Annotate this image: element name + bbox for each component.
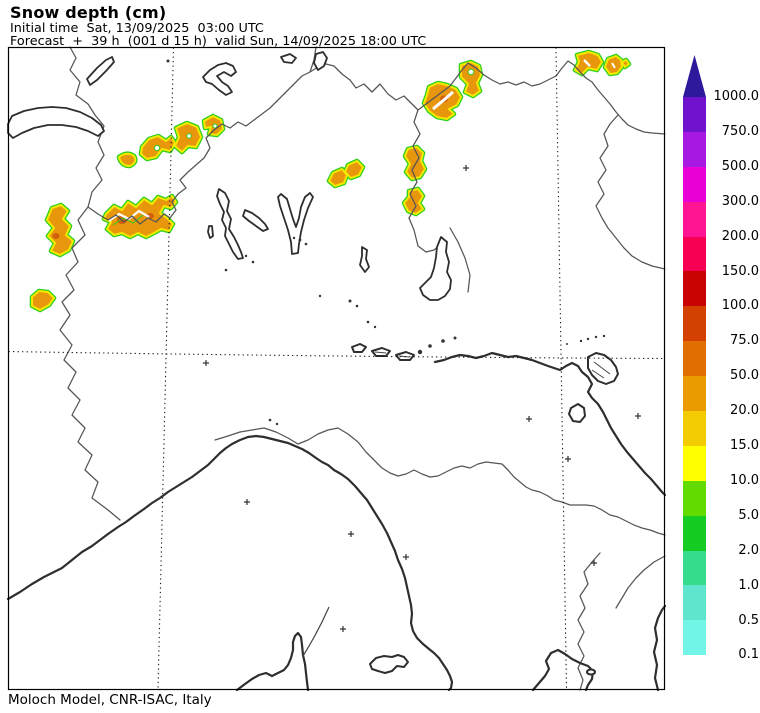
southeast-corner-coast (652, 604, 667, 692)
corsica-cap-corse (235, 631, 310, 692)
legend-band (683, 201, 706, 237)
minor-lake-dots (166, 59, 606, 426)
lake-maggiore (216, 188, 244, 260)
legend-label: 0.1 (738, 647, 759, 663)
coastlines (6, 351, 667, 692)
legend-label: 0.5 (738, 612, 759, 628)
border-tuscany-south (577, 552, 601, 691)
legend-label: 150.0 (721, 263, 759, 279)
peak-markers (203, 165, 641, 632)
forecast-valid-line: Forecast + 39 h (001 d 15 h) valid Sun, … (10, 34, 427, 49)
legend-band (683, 550, 706, 586)
snow-depth-legend: 1000.0 750.0 500.0 300.0 200.0 150.0 100.0 75.0… (683, 55, 760, 665)
country-borders (59, 46, 666, 691)
legend-label: 75.0 (730, 333, 759, 349)
lake-garda (419, 236, 452, 301)
legend-band (683, 585, 706, 621)
giglio-islet (586, 668, 596, 676)
lake-iseo (359, 246, 370, 273)
border-garda-east (449, 227, 471, 293)
lake-zurich (280, 53, 297, 64)
legend-label: 10.0 (730, 472, 759, 488)
border-east (595, 114, 666, 270)
po-delta-hatch (591, 361, 611, 379)
legend-label: 20.0 (730, 403, 759, 419)
figure-title: Snow depth (cm) (10, 3, 167, 22)
legend-band (683, 341, 706, 377)
legend-label: 300.0 (721, 193, 759, 209)
border-trentino (408, 109, 442, 253)
legend-band (683, 131, 706, 167)
legend-band (683, 515, 706, 551)
legend-band (683, 166, 706, 202)
border-apennine (214, 427, 666, 536)
model-credit: Moloch Model, CNR-ISAC, Italy (8, 692, 212, 708)
legend-label: 50.0 (730, 368, 759, 384)
elba-island (369, 654, 409, 674)
lake-orta (207, 225, 214, 239)
lake-como (277, 192, 314, 255)
grid-lines (8, 47, 665, 690)
border-alpine-chain (87, 60, 666, 225)
ligurian-tuscan-coast (6, 434, 454, 692)
adriatic-coast-istria (433, 351, 667, 497)
legend-label: 750.0 (721, 123, 759, 139)
legend-band (683, 411, 706, 446)
legend-label: 5.0 (738, 507, 759, 523)
snow-depth-patches (32, 52, 629, 310)
lake-lucerne (202, 62, 237, 96)
legend-band (683, 236, 706, 272)
legend-color-bar (683, 97, 706, 656)
map-frame (7, 46, 666, 691)
legend-label: 1.0 (738, 577, 759, 593)
legend-band (683, 97, 706, 132)
grado-lagoon-loop (568, 403, 586, 423)
lakes (7, 51, 452, 301)
legend-band (683, 620, 706, 656)
legend-label: 15.0 (730, 438, 759, 453)
lake-geneva (7, 106, 105, 139)
corsica-west-arc (302, 606, 330, 657)
parallel-45n (8, 350, 665, 360)
legend-overflow-arrow (683, 55, 706, 97)
legend-band (683, 271, 706, 307)
argentario-coast (531, 648, 595, 692)
snow-fill-orange (31, 51, 630, 311)
legend-label: 100.0 (721, 298, 759, 314)
venice-lagoon (351, 336, 457, 361)
legend-band (683, 306, 706, 342)
legend-label: 2.0 (738, 542, 759, 558)
border-france-west (59, 46, 121, 521)
legend-label: 500.0 (721, 158, 759, 174)
legend-band (683, 376, 706, 412)
initial-time-line: Initial time Sat, 13/09/2025 03:00 UTC (10, 21, 264, 36)
lake-walen (313, 51, 328, 71)
legend-band (683, 445, 706, 481)
lake-neuchatel (86, 56, 115, 86)
legend-label: 200.0 (721, 228, 759, 244)
border-umbria (615, 555, 666, 609)
lake-lugano (242, 209, 269, 232)
legend-band (683, 480, 706, 516)
snow-interior-contours (108, 59, 616, 226)
legend-label: 1000.0 (713, 89, 760, 104)
